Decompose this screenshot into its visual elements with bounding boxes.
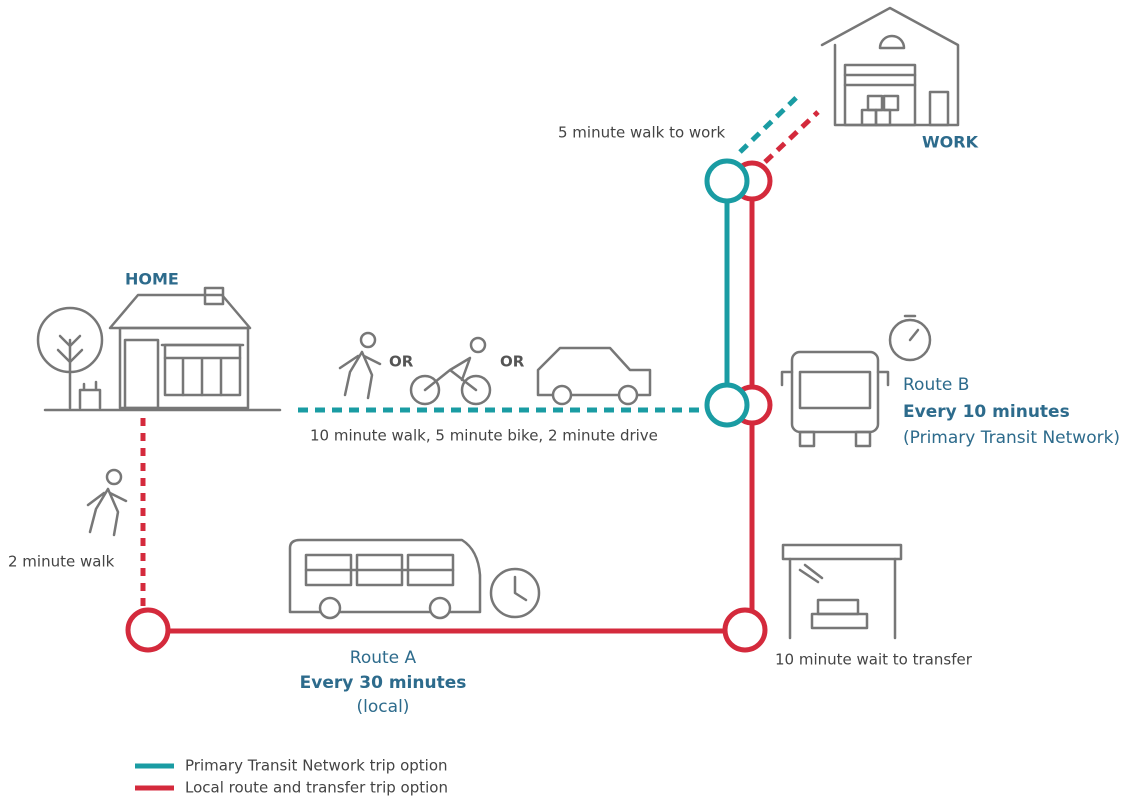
route-frequency: Every 10 minutes (903, 402, 1070, 422)
place-label: HOME (125, 270, 179, 289)
annotation: 5 minute walk to work (558, 124, 726, 142)
annotation: 10 minute wait to transfer (775, 651, 973, 669)
connector: OR (389, 353, 414, 371)
stop (707, 161, 747, 201)
legend-label: Primary Transit Network trip option (185, 757, 448, 775)
home-icon (38, 288, 280, 410)
diagram: 5 minute walk to work WORK HOME OR OR 10… (0, 0, 1137, 799)
route-frequency: Every 30 minutes (300, 673, 467, 693)
route-note: (local) (357, 697, 410, 717)
route-note: (Primary Transit Network) (903, 428, 1120, 448)
work-icon (822, 8, 958, 125)
work-dash-red (765, 112, 818, 162)
annotation: 2 minute walk (8, 553, 115, 571)
legend-label: Local route and transfer trip option (185, 779, 448, 797)
stop (707, 385, 747, 425)
work-dash-teal (740, 96, 798, 152)
routes (128, 96, 818, 650)
bus-a-icon (290, 540, 539, 618)
connector: OR (500, 353, 525, 371)
stop (128, 610, 168, 650)
route-name: Route B (903, 375, 969, 395)
place-label: WORK (922, 133, 979, 152)
shelter-icon (783, 545, 901, 638)
route-name: Route A (350, 648, 417, 668)
stop (725, 610, 765, 650)
annotation: 10 minute walk, 5 minute bike, 2 minute … (310, 427, 658, 445)
